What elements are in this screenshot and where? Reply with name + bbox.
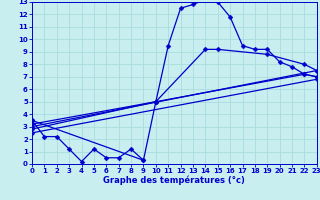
X-axis label: Graphe des températures (°c): Graphe des températures (°c)	[103, 176, 245, 185]
